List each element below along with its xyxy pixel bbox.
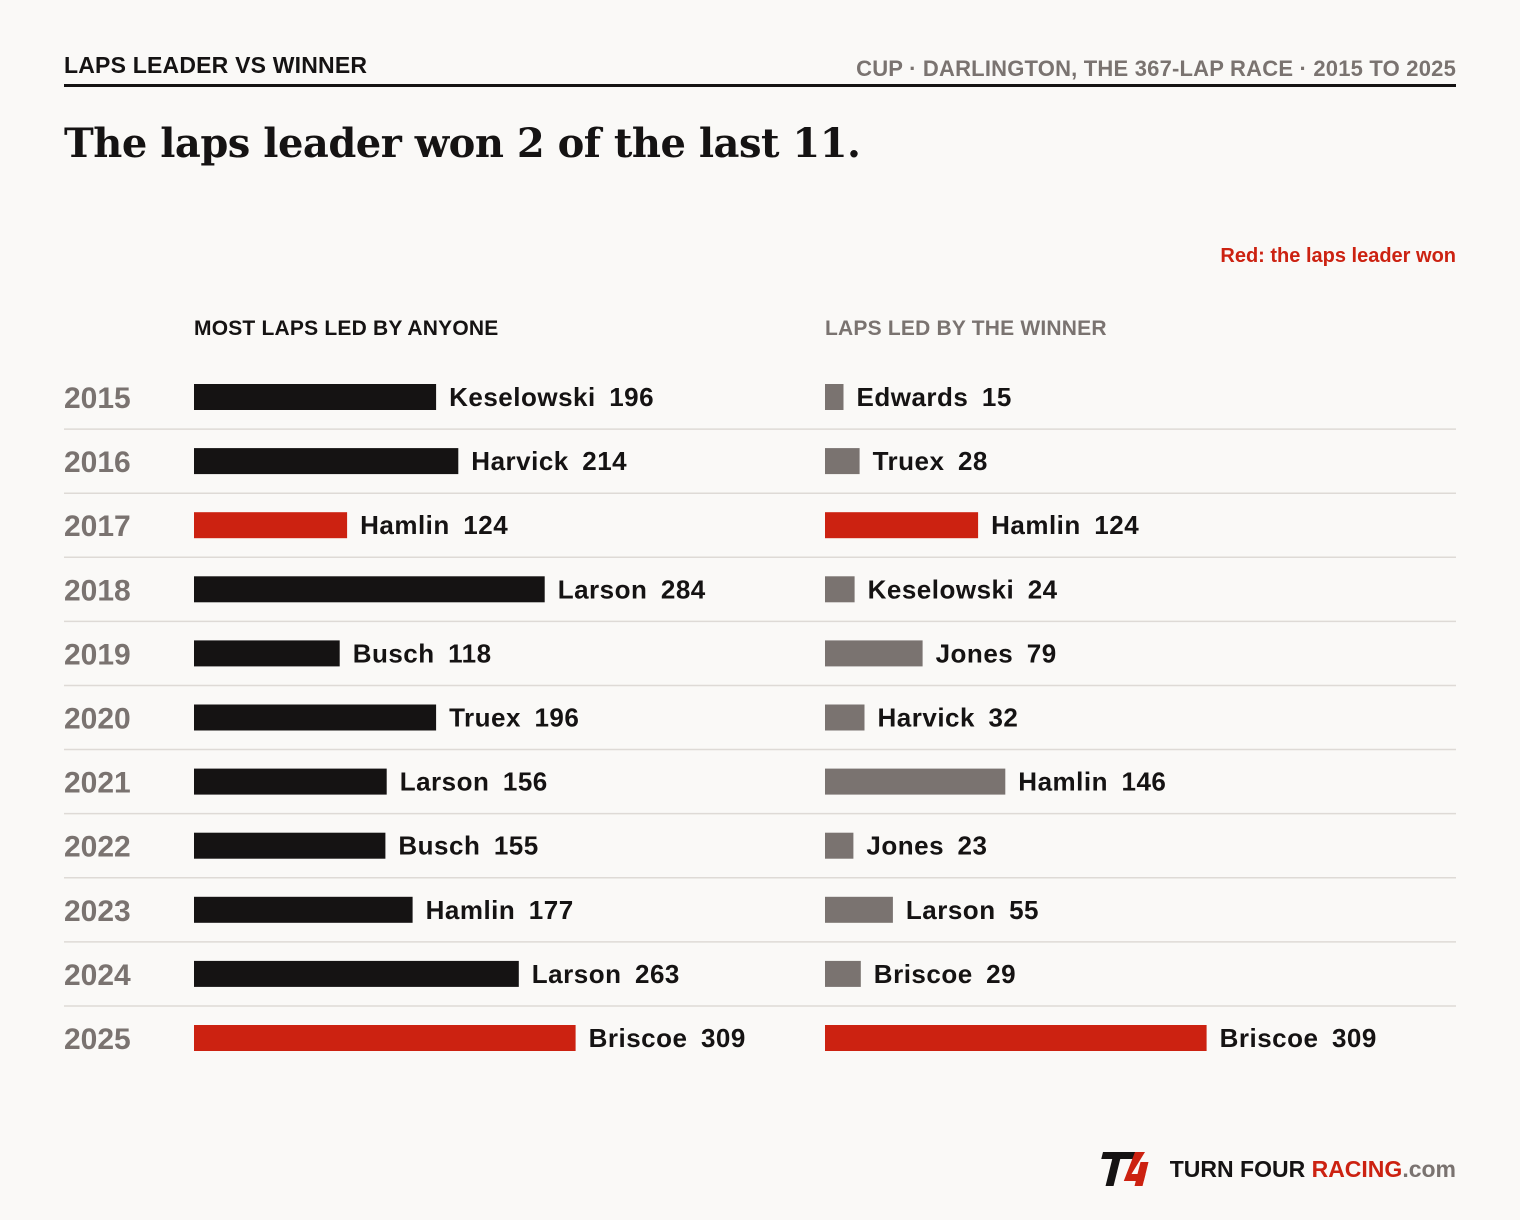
year-label: 2024: [64, 959, 131, 992]
leader-bar-label: Busch 118: [353, 638, 492, 668]
t4-logo-icon: [1101, 1152, 1149, 1186]
winner-bar-label: Harvick 32: [878, 703, 1019, 733]
leader-bar-label: Hamlin 124: [360, 510, 508, 540]
leader-bar-label: Harvick 214: [471, 446, 627, 476]
kicker: LAPS LEADER VS WINNER: [64, 52, 368, 78]
race-meta: CUP · DARLINGTON, THE 367-LAP RACE · 201…: [856, 56, 1456, 81]
leader-bar-label: Larson 263: [532, 959, 680, 989]
headline: The laps leader won 2 of the last 11.: [64, 120, 861, 167]
leader-bar: [194, 768, 387, 795]
winner-bar-label: Briscoe 309: [1220, 1023, 1377, 1053]
winner-bar: [825, 384, 844, 410]
brand-name: TURN FOUR RACING.com: [1169, 1155, 1456, 1182]
winner-bar-label: Hamlin 146: [1018, 767, 1166, 797]
winner-bar-label: Jones 79: [936, 638, 1057, 668]
legend-note: Red: the laps leader won: [1220, 245, 1456, 267]
leader-bar-label: Briscoe 309: [589, 1023, 746, 1053]
column-header-winner-laps-led: LAPS LED BY THE WINNER: [825, 317, 1107, 340]
winner-bar: [825, 576, 855, 603]
leader-bar: [194, 576, 545, 603]
year-label: 2020: [64, 703, 131, 736]
year-label: 2019: [64, 638, 131, 671]
winner-bar: [825, 704, 865, 731]
leader-bar-label: Keselowski 196: [449, 382, 654, 412]
winner-bar-label: Briscoe 29: [874, 959, 1016, 989]
winner-bar: [825, 1025, 1207, 1051]
leader-bar: [194, 896, 413, 923]
year-label: 2018: [64, 574, 131, 607]
winner-bar: [825, 448, 860, 475]
winner-bar: [825, 512, 979, 539]
winner-bar: [825, 640, 923, 667]
leader-bar: [194, 448, 459, 475]
year-label: 2017: [64, 510, 131, 543]
leader-bar: [194, 384, 437, 410]
leader-bar-label: Larson 284: [558, 574, 706, 604]
winner-bar: [825, 768, 1006, 795]
column-header-most-laps-led: MOST LAPS LED BY ANYONE: [194, 317, 499, 340]
leader-bar-label: Larson 156: [400, 767, 548, 797]
winner-bar-label: Jones 23: [866, 831, 987, 861]
leader-bar: [194, 640, 340, 667]
year-label: 2021: [64, 767, 131, 800]
leader-bar: [194, 832, 386, 859]
winner-bar-label: Edwards 15: [857, 382, 1012, 412]
year-label: 2023: [64, 895, 131, 928]
winner-bar-label: Hamlin 124: [991, 510, 1139, 540]
leader-bar: [194, 960, 519, 987]
year-label: 2025: [64, 1023, 131, 1056]
leader-bar-label: Hamlin 177: [426, 895, 574, 925]
leader-bar-label: Truex 196: [449, 703, 579, 733]
top-rule: [64, 84, 1456, 87]
brand-footer: TURN FOUR RACING.com: [1092, 1148, 1456, 1190]
year-label: 2022: [64, 831, 131, 864]
winner-bar: [825, 960, 861, 987]
leader-bar: [194, 704, 437, 731]
winner-bar-label: Larson 55: [906, 895, 1039, 925]
winner-bar-label: Truex 28: [873, 446, 988, 476]
winner-bar-label: Keselowski 24: [868, 574, 1058, 604]
leader-bar: [194, 512, 348, 539]
year-label: 2016: [64, 446, 131, 479]
leader-bar: [194, 1025, 576, 1051]
winner-bar: [825, 832, 854, 859]
winner-bar: [825, 896, 893, 923]
leader-bar-label: Busch 155: [398, 831, 538, 861]
year-label: 2015: [64, 382, 131, 415]
